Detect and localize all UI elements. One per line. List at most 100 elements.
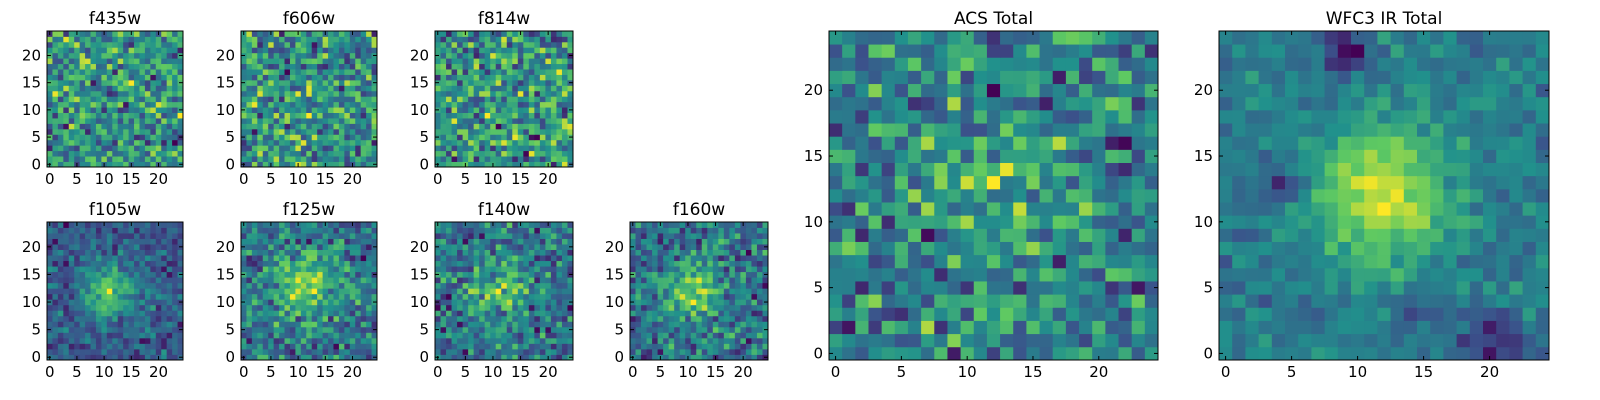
- heatmap-cell: [74, 63, 81, 70]
- heatmap-cell: [150, 222, 157, 228]
- heatmap-cell: [468, 74, 475, 81]
- heatmap-cell: [273, 266, 280, 273]
- x-tick-label: 20: [539, 363, 558, 381]
- heatmap-cell: [90, 123, 97, 130]
- heatmap-cell: [139, 96, 146, 103]
- heatmap-cell: [517, 79, 524, 86]
- heatmap-cell: [1131, 175, 1146, 190]
- heatmap-cell: [740, 249, 747, 256]
- heatmap-cell: [490, 118, 497, 124]
- heatmap-cell: [718, 348, 725, 355]
- heatmap-cell: [701, 310, 708, 317]
- heatmap-cell: [139, 249, 146, 256]
- heatmap-cell: [289, 41, 296, 48]
- heatmap-cell: [446, 47, 452, 54]
- heatmap-cell: [333, 277, 340, 284]
- heatmap-cell: [451, 249, 458, 256]
- y-tick-label: 10: [22, 101, 41, 119]
- heatmap-cell: [641, 233, 647, 239]
- heatmap-cell: [484, 222, 491, 228]
- heatmap-cell: [355, 79, 362, 86]
- heatmap-cell: [57, 282, 64, 289]
- heatmap-cell: [257, 222, 264, 228]
- heatmap-cell: [440, 79, 447, 86]
- heatmap-cell: [934, 215, 948, 229]
- heatmap-cell: [512, 326, 519, 333]
- heatmap-cell: [134, 299, 140, 306]
- heatmap-cell: [1039, 320, 1054, 335]
- heatmap-cell: [641, 244, 647, 250]
- heatmap-cell: [79, 118, 86, 124]
- heatmap-cell: [295, 227, 302, 234]
- heatmap-cell: [371, 249, 378, 256]
- heatmap-cell: [311, 52, 318, 59]
- heatmap-cell: [567, 238, 574, 245]
- heatmap-cell: [289, 31, 296, 37]
- heatmap-cell: [366, 161, 372, 168]
- heatmap-cell: [90, 249, 97, 256]
- heatmap-cell: [273, 310, 280, 317]
- heatmap-cell: [1000, 162, 1014, 177]
- heatmap-cell: [751, 304, 758, 311]
- heatmap-cell: [344, 277, 351, 284]
- heatmap-cell: [907, 202, 922, 216]
- heatmap-cell: [646, 238, 653, 245]
- heatmap-cell: [268, 101, 275, 108]
- heatmap-cells: [241, 222, 378, 361]
- heatmap-cell: [166, 266, 173, 273]
- heatmap-cell: [490, 244, 497, 250]
- heatmap-cell: [295, 255, 302, 262]
- heatmap-cell: [701, 244, 708, 250]
- heatmap-cell: [344, 282, 351, 289]
- heatmap-cell: [707, 277, 714, 284]
- heatmap-cell: [139, 348, 146, 355]
- heatmap-cell: [534, 271, 541, 278]
- heatmap-cell: [1079, 228, 1093, 242]
- heatmap-cell: [479, 107, 486, 113]
- heatmap-cell: [495, 69, 502, 75]
- heatmap-cell: [47, 145, 53, 152]
- heatmap-cell: [306, 255, 313, 262]
- heatmap-cell: [517, 282, 524, 289]
- heatmap-cell: [57, 69, 64, 75]
- heatmap-cell: [317, 233, 323, 239]
- heatmap-cell: [701, 337, 708, 344]
- heatmap-cell: [251, 282, 258, 289]
- heatmap-cell: [172, 79, 178, 86]
- heatmap-cell: [57, 96, 64, 103]
- heatmap-cell: [333, 288, 340, 295]
- heatmap-cell: [1065, 254, 1080, 269]
- heatmap-cell: [95, 123, 102, 130]
- heatmap-cell: [1105, 228, 1119, 242]
- heatmap-cell: [512, 299, 519, 306]
- heatmap-cell: [462, 321, 469, 328]
- heatmap-cell: [106, 85, 113, 92]
- heatmap-cell: [273, 85, 280, 92]
- heatmap-cell: [1092, 267, 1106, 282]
- heatmap-cell: [646, 332, 653, 339]
- heatmap-cell: [1118, 307, 1133, 321]
- heatmap-cell: [251, 244, 258, 250]
- heatmap-cell: [161, 222, 168, 228]
- heatmap-cell: [144, 36, 151, 43]
- heatmap-cell: [490, 150, 497, 157]
- heatmap-cell: [501, 321, 508, 328]
- heatmap-cell: [112, 227, 119, 234]
- heatmap-cell: [534, 244, 541, 250]
- heatmap-cell: [63, 293, 70, 300]
- heatmap-cell: [268, 266, 275, 273]
- heatmap-cell: [756, 326, 763, 333]
- heatmap-cell: [123, 227, 129, 234]
- heatmap-cell: [663, 249, 670, 256]
- heatmap-cell: [246, 354, 253, 361]
- heatmap-cell: [495, 112, 502, 119]
- heatmap-cell: [101, 52, 108, 59]
- heatmap-cell: [106, 90, 113, 97]
- heatmap-cell: [1092, 202, 1106, 216]
- heatmap-cell: [349, 63, 356, 70]
- heatmap-cell: [435, 41, 441, 48]
- heatmap-cell: [539, 58, 546, 65]
- heatmap-cell: [690, 277, 697, 284]
- heatmap-cell: [63, 277, 70, 284]
- heatmap-cell: [289, 227, 296, 234]
